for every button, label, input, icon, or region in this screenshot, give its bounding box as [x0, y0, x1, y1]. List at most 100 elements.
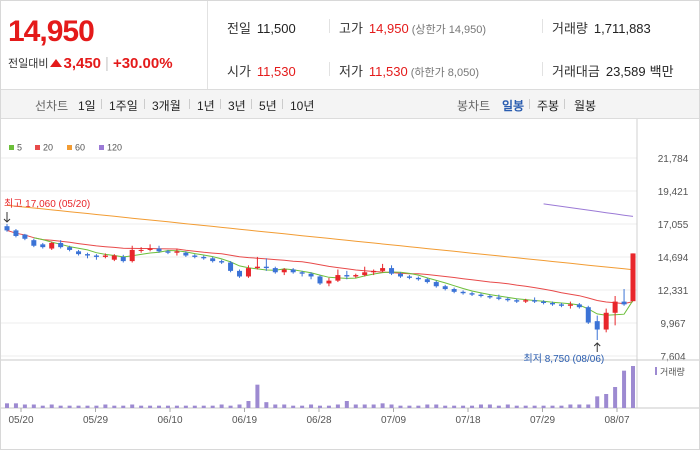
volume-bar: [470, 405, 475, 408]
candle-body: [469, 293, 475, 295]
tab-1d[interactable]: 1일: [78, 99, 96, 113]
candle-body: [31, 240, 37, 246]
volume-bar: [210, 405, 215, 408]
volume-bar: [273, 404, 278, 408]
low-annotation: 최저 8,750 (08/06): [524, 353, 605, 365]
x-tick-label: 06/28: [306, 415, 331, 426]
volume-bar: [183, 405, 188, 408]
volume-bar: [139, 405, 144, 408]
volume-bar: [425, 404, 430, 408]
volume-bar: [398, 405, 403, 408]
volume-bar: [613, 387, 618, 408]
volume-bar: [5, 403, 9, 408]
stat-value: 11,530: [256, 64, 296, 79]
candle-body: [174, 251, 180, 253]
volume-bar: [228, 405, 233, 408]
stat-label: 전일: [227, 21, 251, 36]
candle-body: [380, 268, 386, 271]
stat-low: 저가 11,530 (하한가 8,050): [339, 61, 479, 80]
volume-bar: [622, 370, 627, 408]
candle-body: [290, 269, 296, 273]
candle-body: [594, 321, 600, 330]
volume-bar: [174, 405, 179, 408]
legend-swatch-5: [9, 145, 14, 150]
quote-header: 14,950 전일대비 3,450 | +30.00% 전일 11,500 고가 14,9…: [1, 1, 699, 90]
volume-bar: [407, 405, 412, 408]
candle-body: [532, 300, 538, 302]
candle-body: [567, 304, 573, 306]
tab-3m[interactable]: 3개월: [152, 99, 181, 113]
divider: [329, 62, 330, 76]
candle-body: [576, 304, 582, 308]
volume-bar: [318, 405, 322, 408]
candle-body: [550, 302, 556, 305]
volume-bar: [103, 404, 108, 408]
volume-bar: [505, 404, 510, 408]
price-change: 전일대비 3,450 | +30.00%: [8, 55, 173, 72]
candle-body: [442, 286, 448, 290]
tab-1w[interactable]: 1주일: [109, 99, 138, 113]
tab-5y[interactable]: 5년: [259, 99, 277, 113]
candle-body: [353, 275, 359, 277]
volume-bar: [49, 404, 54, 408]
stat-label: 저가: [339, 64, 363, 79]
volume-bar: [148, 405, 153, 408]
candle-body: [514, 300, 520, 302]
volume-bar: [76, 405, 81, 408]
candle-body: [541, 301, 547, 303]
candle-body: [192, 255, 198, 257]
tab-1y[interactable]: 1년: [197, 99, 215, 113]
legend-label-5: 5: [17, 143, 22, 153]
volume-bar: [389, 404, 394, 408]
ma20-line: [6, 229, 634, 305]
tab-monthly[interactable]: 월봉: [574, 99, 597, 113]
candle-body: [326, 280, 332, 284]
candle-body: [603, 312, 609, 330]
y-tick-label: 19,421: [658, 187, 689, 198]
candle-body: [245, 268, 251, 277]
price-box: 14,950 전일대비 3,450 | +30.00%: [1, 1, 208, 89]
candle-body: [219, 261, 225, 263]
y-tick-label: 9,967: [660, 319, 685, 330]
x-tick-label: 07/18: [455, 415, 480, 426]
stat-label: 거래대금: [552, 64, 600, 79]
volume-bar: [461, 405, 466, 408]
candle-body: [344, 275, 350, 277]
tab-10y[interactable]: 10년: [290, 99, 315, 113]
volume-bar: [541, 405, 546, 408]
tab-weekly[interactable]: 주봉: [537, 99, 560, 113]
volume-bar: [291, 405, 296, 408]
legend-label-120: 120: [107, 143, 122, 153]
ma120-line: [543, 203, 634, 217]
candle-body: [272, 268, 278, 273]
volume-bar: [300, 405, 305, 408]
volume-bar: [40, 405, 45, 408]
period-tabs: 선차트 1일 1주일 3개월 1년 3년 5년 10년 봉차트 일봉 주봉 월봉: [1, 90, 699, 119]
volume-bar: [487, 404, 492, 408]
legend-swatch-20: [35, 145, 40, 150]
candle-body: [389, 268, 395, 274]
candle-body: [487, 296, 493, 298]
tab-daily[interactable]: 일봉: [502, 99, 525, 113]
tab-3y[interactable]: 3년: [228, 99, 246, 113]
volume-bar: [264, 402, 269, 408]
divider: [251, 99, 252, 109]
volume-bar: [94, 405, 99, 408]
candle-body: [76, 251, 82, 255]
candle-body: [58, 242, 64, 248]
stat-volume: 거래량 1,711,883: [552, 18, 651, 37]
y-tick-label: 21,784: [658, 154, 689, 165]
volume-bar: [22, 404, 27, 408]
candle-body: [397, 273, 403, 277]
divider: [282, 99, 283, 109]
candle-body: [585, 307, 591, 323]
volume-bar: [165, 405, 170, 408]
stat-value: 14,950: [368, 21, 409, 36]
candle-body: [129, 249, 135, 262]
volume-bar: [496, 405, 501, 408]
candle-body: [478, 294, 484, 297]
candle-body: [496, 297, 502, 299]
candle-body: [228, 262, 234, 271]
y-tick-label: 17,055: [658, 220, 689, 231]
